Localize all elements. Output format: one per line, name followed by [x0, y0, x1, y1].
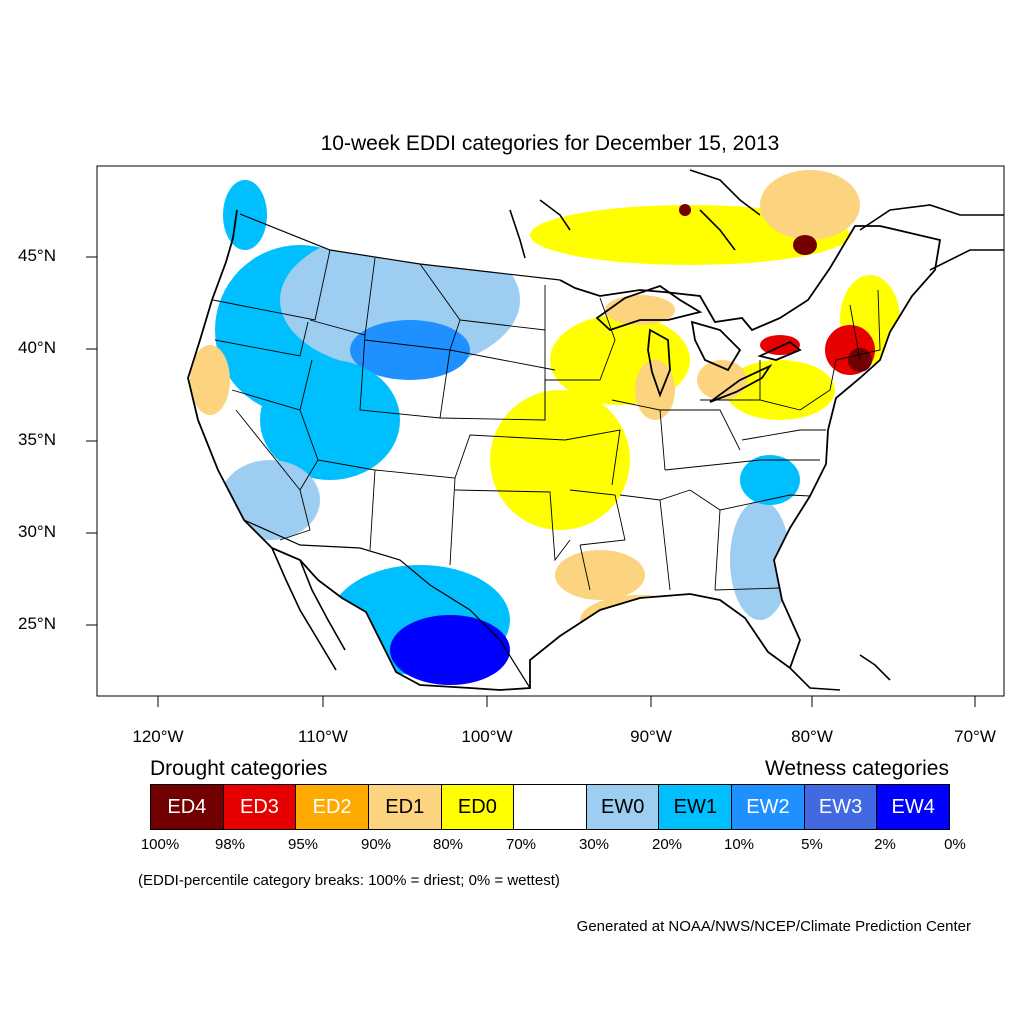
- category-colorbar: ED4 ED3 ED2 ED1 ED0 EW0 EW1 EW2 EW3 EW4: [150, 784, 950, 830]
- lon-label-110w: 110°W: [298, 727, 348, 746]
- percent-break-5: 5%: [801, 836, 823, 853]
- category-breaks-note: (EDDI-percentile category breaks: 100% =…: [138, 872, 560, 889]
- boundary-lines: [187, 169, 1004, 691]
- percent-break-95: 95%: [287, 836, 319, 853]
- legend-ew1: EW1: [659, 785, 733, 829]
- state-borders: [212, 249, 881, 591]
- lon-label-80w: 80°W: [791, 727, 833, 746]
- map-title: 10-week EDDI categories for December 15,…: [320, 132, 780, 155]
- lon-label-70w: 70°W: [954, 727, 996, 746]
- percent-break-100: 100%: [140, 836, 180, 853]
- legend-ed4: ED4: [151, 785, 224, 829]
- legend-ed3: ED3: [223, 785, 297, 829]
- drought-categories-heading: Drought categories: [150, 757, 328, 780]
- canada-coast: [509, 169, 1004, 271]
- percent-break-10: 10%: [723, 836, 755, 853]
- lat-label-45n: 45°N: [18, 246, 56, 265]
- lake-ontario: [757, 340, 802, 361]
- mexico-border: [243, 519, 531, 689]
- percent-break-20: 20%: [651, 836, 683, 853]
- axis-ticks: [86, 256, 976, 707]
- legend-ew4: EW4: [877, 785, 950, 829]
- percent-break-30: 30%: [578, 836, 610, 853]
- legend-ew2: EW2: [732, 785, 805, 829]
- lat-label-30n: 30°N: [18, 522, 56, 541]
- legend-neutral: [514, 785, 587, 829]
- percent-break-70: 70%: [505, 836, 537, 853]
- legend-ew0: EW0: [586, 785, 660, 829]
- lon-label-90w: 90°W: [630, 727, 672, 746]
- lon-label-100w: 100°W: [461, 727, 513, 746]
- legend-ew3: EW3: [804, 785, 878, 829]
- percent-break-90: 90%: [360, 836, 392, 853]
- legend-ed0: ED0: [441, 785, 515, 829]
- credit-line: Generated at NOAA/NWS/NCEP/Climate Predi…: [576, 918, 971, 935]
- legend-ed1: ED1: [368, 785, 442, 829]
- map-frame: [96, 165, 1005, 697]
- lon-label-120w: 120°W: [132, 727, 184, 746]
- lake-michigan: [647, 328, 671, 398]
- wetness-categories-heading: Wetness categories: [764, 757, 949, 780]
- lat-label-40n: 40°N: [18, 338, 56, 357]
- lake-superior: [595, 285, 703, 332]
- percent-break-98: 98%: [214, 836, 246, 853]
- legend-ed2: ED2: [296, 785, 369, 829]
- percent-break-80: 80%: [432, 836, 464, 853]
- mexico-coast: [271, 547, 891, 691]
- lat-label-35n: 35°N: [18, 430, 56, 449]
- eddi-category-fill: [190, 170, 900, 685]
- lat-label-25n: 25°N: [18, 614, 56, 633]
- lake-huron: [690, 320, 742, 372]
- percent-break-0: 0%: [944, 836, 966, 853]
- percent-break-2: 2%: [874, 836, 896, 853]
- lake-erie: [709, 363, 773, 403]
